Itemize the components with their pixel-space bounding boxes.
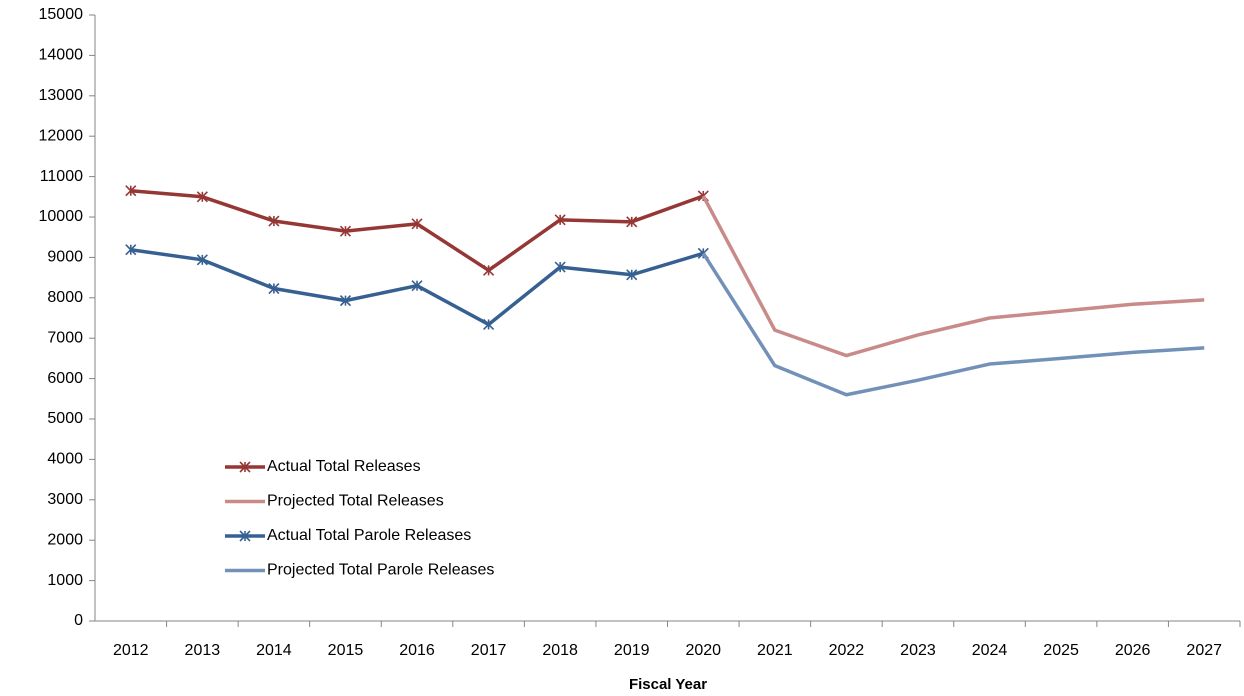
y-tick-label: 4000 <box>47 451 83 468</box>
marker <box>339 225 352 237</box>
marker <box>339 295 352 307</box>
legend-label: Actual Total Parole Releases <box>267 527 471 544</box>
y-tick-label: 13000 <box>39 87 84 104</box>
x-tick-label: 2021 <box>757 642 793 659</box>
y-tick-label: 15000 <box>39 6 84 23</box>
y-tick-label: 11000 <box>40 168 83 185</box>
y-tick-label: 6000 <box>47 370 83 387</box>
legend-label: Projected Total Releases <box>267 493 444 510</box>
marker <box>196 254 208 266</box>
x-tick-label: 2014 <box>256 642 292 659</box>
x-tick-label: 2012 <box>113 642 149 659</box>
series-line <box>701 195 1205 358</box>
x-tick-label: 2013 <box>185 642 221 659</box>
marker <box>483 318 495 331</box>
y-tick-label: 2000 <box>47 531 83 548</box>
x-axis-label: Fiscal Year <box>629 676 707 693</box>
x-tick-label: 2026 <box>1115 642 1151 659</box>
x-tick-label: 2025 <box>1043 642 1079 659</box>
marker <box>626 269 638 281</box>
legend-label: Projected Total Parole Releases <box>267 562 494 579</box>
x-tick-label: 2027 <box>1186 642 1222 659</box>
x-tick-label: 2017 <box>471 642 507 659</box>
y-tick-label: 0 <box>74 612 83 629</box>
y-tick-label: 3000 <box>47 491 83 508</box>
x-tick-label: 2016 <box>399 642 435 659</box>
y-tick-label: 12000 <box>39 127 84 144</box>
marker <box>268 282 280 295</box>
marker <box>554 214 566 226</box>
y-tick-label: 9000 <box>47 249 83 266</box>
x-tick-label: 2019 <box>614 642 650 659</box>
series-line <box>701 252 1205 397</box>
marker <box>196 191 208 203</box>
legend-label: Actual Total Releases <box>267 458 421 475</box>
marker <box>483 264 495 276</box>
y-tick-label: 10000 <box>39 208 84 225</box>
x-tick-label: 2018 <box>542 642 578 659</box>
y-tick-label: 8000 <box>47 289 83 306</box>
legend-marker <box>239 461 251 473</box>
x-tick-label: 2022 <box>829 642 865 659</box>
marker <box>411 280 423 292</box>
marker <box>411 218 423 230</box>
y-tick-label: 5000 <box>47 410 83 427</box>
marker <box>554 261 566 273</box>
marker <box>125 185 137 197</box>
marker <box>268 215 280 227</box>
y-tick-label: 7000 <box>47 329 83 346</box>
y-tick-label: 14000 <box>39 47 84 64</box>
x-tick-label: 2020 <box>685 642 721 659</box>
x-tick-label: 2024 <box>972 642 1008 659</box>
marker <box>626 216 638 228</box>
y-tick-label: 1000 <box>47 572 83 589</box>
x-tick-label: 2023 <box>900 642 936 659</box>
legend-marker <box>239 530 251 542</box>
series-line <box>130 188 704 273</box>
marker <box>125 244 137 256</box>
x-tick-label: 2015 <box>328 642 364 659</box>
